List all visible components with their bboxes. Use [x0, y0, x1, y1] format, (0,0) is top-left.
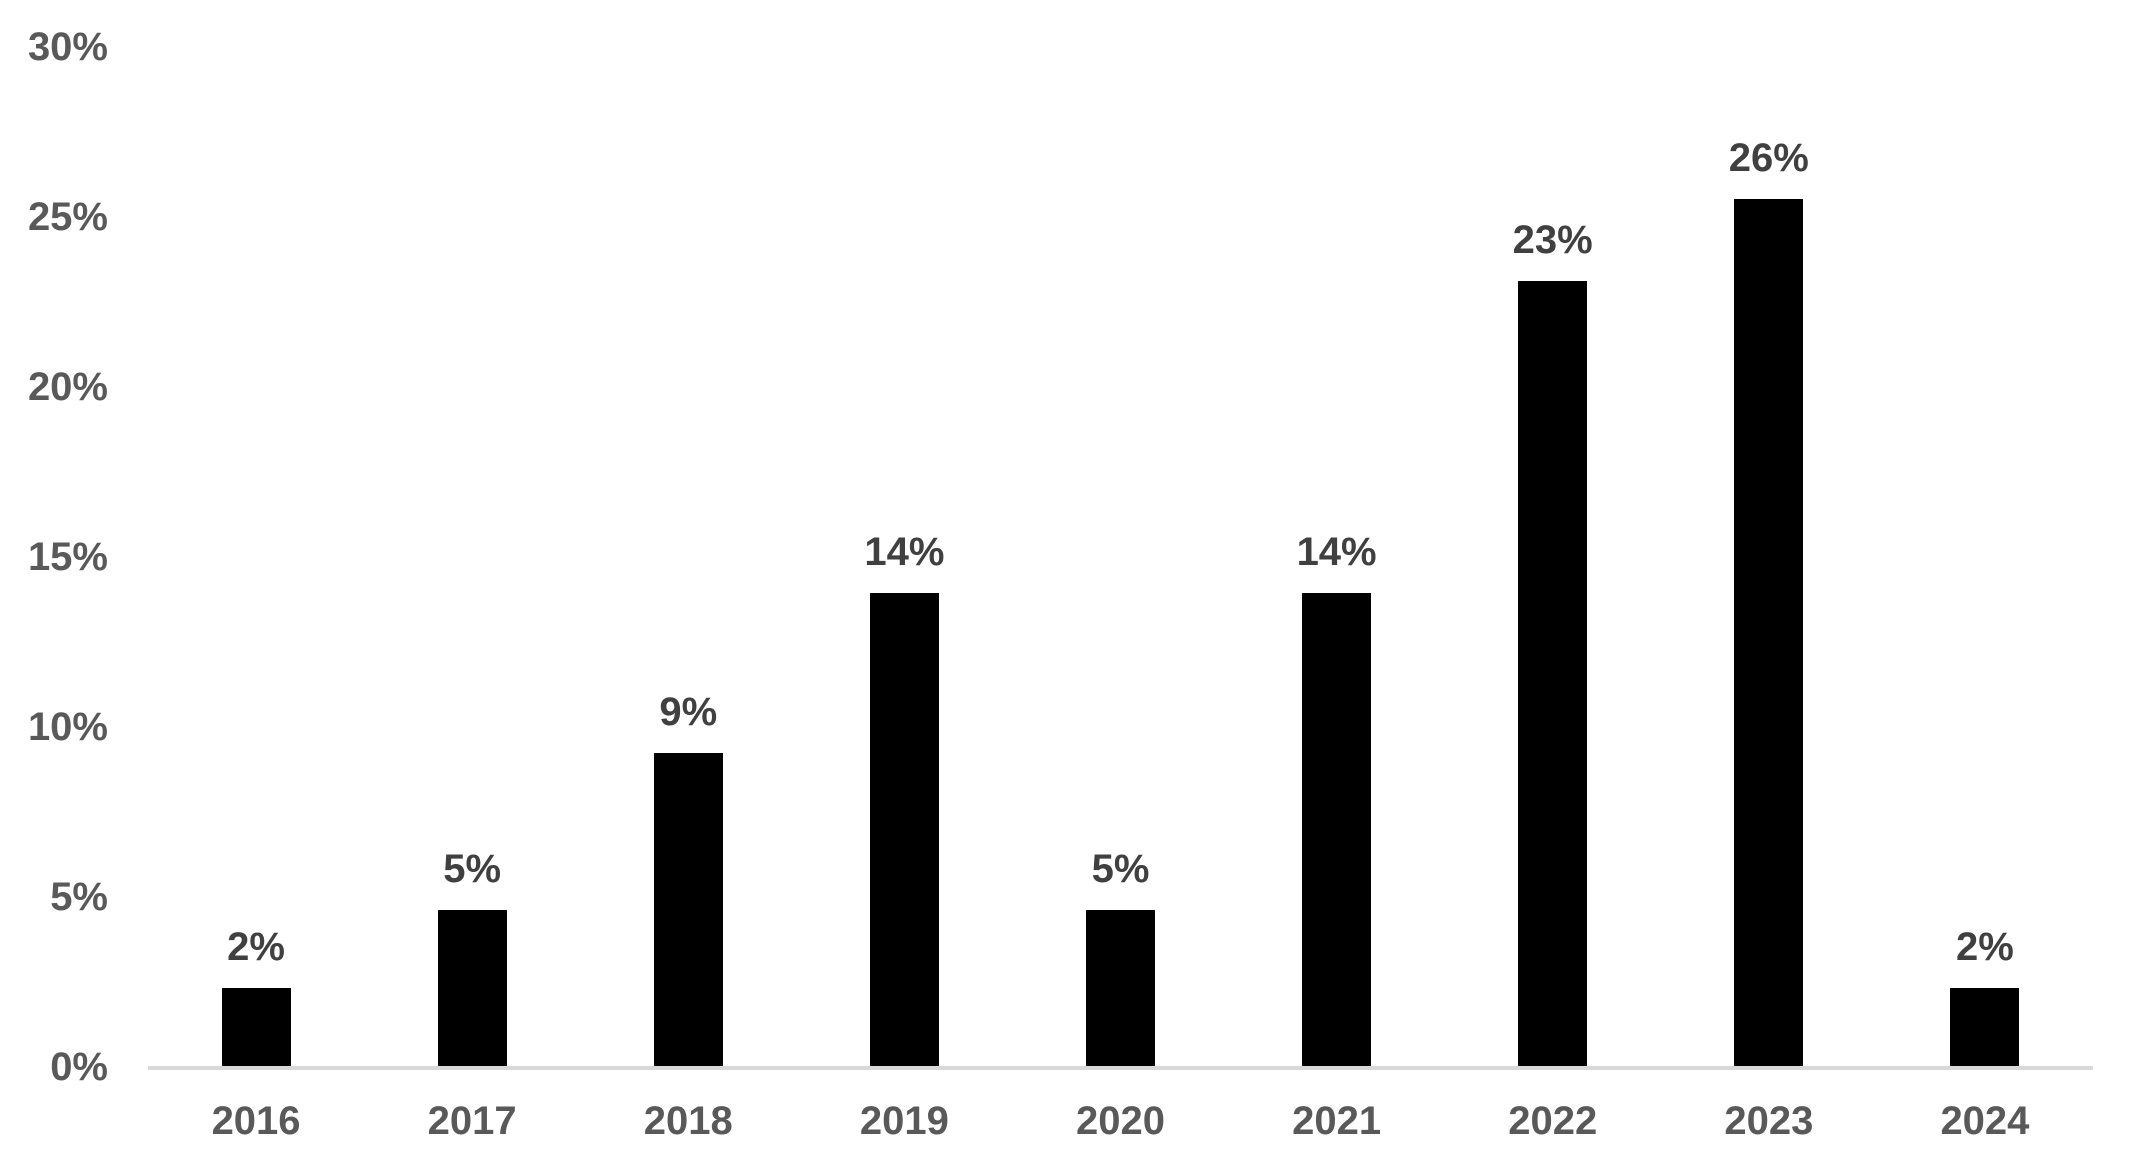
- x-axis-label-2023: 2023: [1724, 1099, 1814, 1143]
- bar-value-label: 2%: [1956, 924, 2014, 969]
- bar-2022: [1518, 280, 1588, 1066]
- bar-value-label: 26%: [1728, 136, 1809, 180]
- bar-2023: [1734, 199, 1804, 1066]
- bar-2024: [1950, 987, 2020, 1066]
- bar-2021: [1302, 593, 1372, 1066]
- y-axis-tick-label: 5%: [50, 875, 108, 919]
- bar-value-label: 5%: [1091, 846, 1150, 891]
- bar-2016: [221, 987, 291, 1066]
- x-axis-label-2019: 2019: [859, 1099, 949, 1143]
- x-axis-label-2018: 2018: [643, 1099, 733, 1143]
- bar-value-label: 14%: [1296, 530, 1377, 575]
- x-axis-label-2017: 2017: [427, 1099, 517, 1143]
- bar-2017: [437, 909, 507, 1066]
- y-axis-tick-label: 20%: [27, 365, 108, 409]
- bar-value-label: 23%: [1512, 217, 1593, 262]
- bar-value-label: 14%: [864, 530, 945, 575]
- x-axis-label-2016: 2016: [211, 1099, 301, 1143]
- y-axis-tick-label: 30%: [27, 25, 108, 69]
- x-axis-label-2020: 2020: [1076, 1099, 1165, 1143]
- bar-value-label: 5%: [443, 846, 502, 891]
- y-axis-tick-label: 15%: [27, 535, 108, 579]
- x-axis-label-2022: 2022: [1508, 1099, 1598, 1143]
- x-axis-label-2024: 2024: [1940, 1099, 2030, 1143]
- bar-value-label: 2%: [227, 924, 285, 969]
- x-axis-label-2021: 2021: [1292, 1099, 1382, 1143]
- bar-2020: [1086, 909, 1155, 1066]
- bar-value-label: 9%: [659, 690, 718, 735]
- bar-2019: [869, 593, 939, 1066]
- x-axis-line: [148, 1066, 2093, 1070]
- y-axis-tick-label: 10%: [27, 705, 108, 749]
- y-axis-tick-label: 25%: [27, 195, 108, 239]
- y-axis-tick-label: 0%: [50, 1045, 108, 1089]
- bar-2018: [653, 753, 723, 1066]
